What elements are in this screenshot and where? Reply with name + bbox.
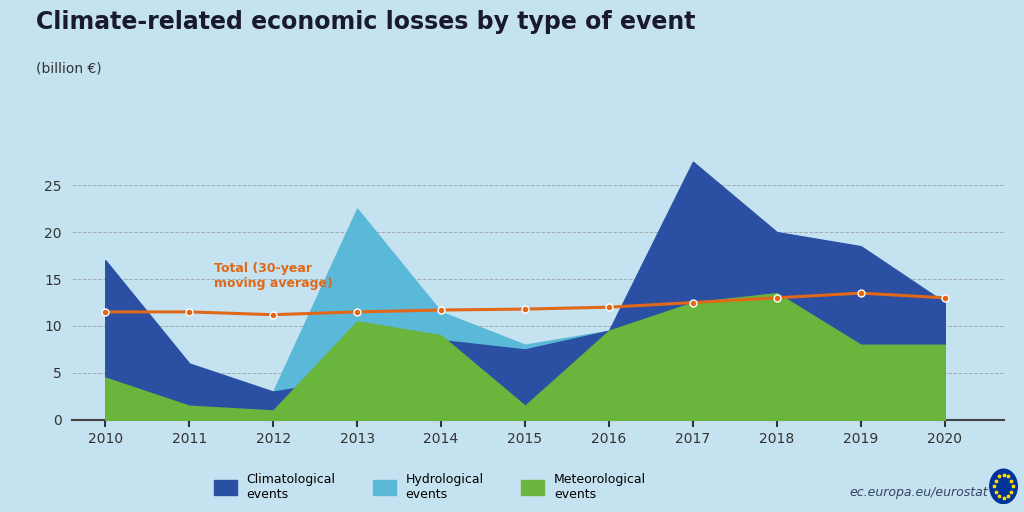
Legend: Climatological
events, Hydrological
events, Meteorological
events: Climatological events, Hydrological even… [214, 473, 646, 501]
Text: Climate-related economic losses by type of event: Climate-related economic losses by type … [36, 10, 695, 34]
Text: ec.europa.eu/eurostat: ec.europa.eu/eurostat [850, 486, 988, 499]
Circle shape [990, 469, 1017, 504]
Text: (billion €): (billion €) [36, 61, 101, 75]
Text: Total (30-year
moving average): Total (30-year moving average) [214, 262, 333, 290]
